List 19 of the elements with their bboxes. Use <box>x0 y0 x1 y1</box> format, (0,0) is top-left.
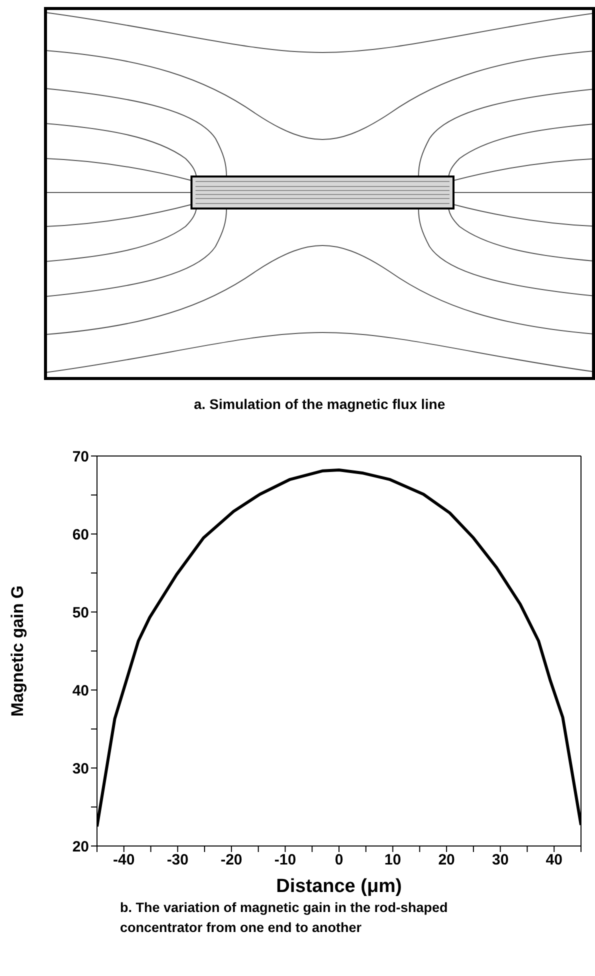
x-tick-label: -30 <box>166 852 189 869</box>
x-tick-label: -40 <box>113 852 135 869</box>
y-tick-label: 20 <box>72 838 89 856</box>
x-tick-label: 20 <box>438 852 455 869</box>
text: a. Simulation of the magnetic flux line <box>192 396 446 412</box>
y-axis-title: Magnetic gain G <box>8 585 28 717</box>
x-tick-label: -20 <box>220 852 242 869</box>
x-tick-label: 30 <box>492 852 509 869</box>
y-tick-label: 30 <box>72 760 89 778</box>
y-tick-label: 70 <box>72 448 89 466</box>
y-tick-label: 40 <box>72 682 89 700</box>
x-tick-label: -10 <box>274 852 296 869</box>
x-axis-title: Distance (μm) <box>276 876 402 897</box>
text: b. The variation of magnetic gain in the rod-shaped concentrator from one end to another <box>120 899 449 937</box>
x-tick-label: 10 <box>384 852 402 869</box>
x-tick-label: 0 <box>334 852 344 869</box>
y-tick-label: 60 <box>72 526 89 544</box>
y-tick-label: 50 <box>72 604 89 622</box>
x-tick-label: 40 <box>546 852 562 869</box>
